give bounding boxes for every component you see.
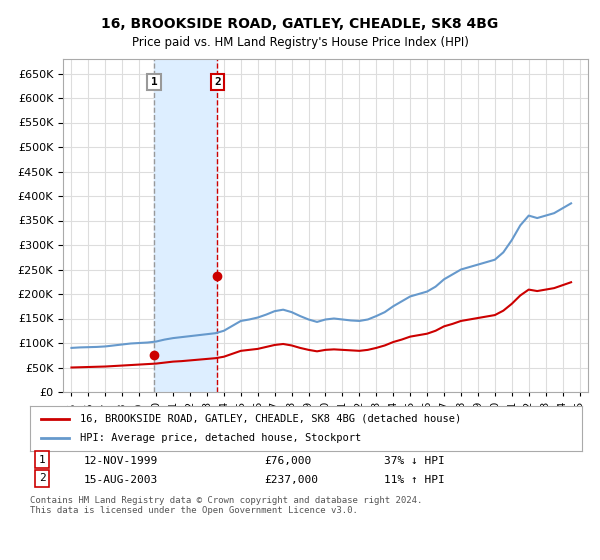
Text: 1: 1 (151, 77, 157, 87)
Text: 1: 1 (38, 455, 46, 465)
Text: £237,000: £237,000 (264, 475, 318, 485)
Text: 16, BROOKSIDE ROAD, GATLEY, CHEADLE, SK8 4BG (detached house): 16, BROOKSIDE ROAD, GATLEY, CHEADLE, SK8… (80, 413, 461, 423)
Text: Price paid vs. HM Land Registry's House Price Index (HPI): Price paid vs. HM Land Registry's House … (131, 36, 469, 49)
Bar (154, 59, 217, 392)
Text: 11% ↑ HPI: 11% ↑ HPI (384, 475, 445, 485)
Text: 12-NOV-1999: 12-NOV-1999 (84, 456, 158, 466)
Text: 2: 2 (38, 473, 46, 483)
Text: 15-AUG-2003: 15-AUG-2003 (84, 475, 158, 485)
Text: £76,000: £76,000 (264, 456, 311, 466)
Text: HPI: Average price, detached house, Stockport: HPI: Average price, detached house, Stoc… (80, 433, 361, 444)
Text: 2: 2 (214, 77, 221, 87)
Text: 16, BROOKSIDE ROAD, GATLEY, CHEADLE, SK8 4BG: 16, BROOKSIDE ROAD, GATLEY, CHEADLE, SK8… (101, 17, 499, 31)
Text: Contains HM Land Registry data © Crown copyright and database right 2024.
This d: Contains HM Land Registry data © Crown c… (30, 496, 422, 515)
Text: 37% ↓ HPI: 37% ↓ HPI (384, 456, 445, 466)
